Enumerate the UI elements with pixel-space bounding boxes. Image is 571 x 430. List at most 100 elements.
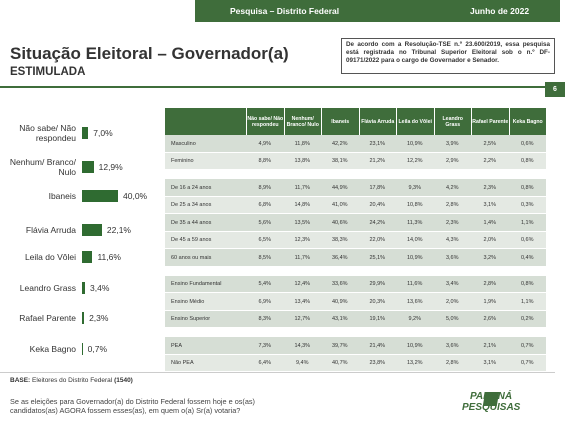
table-cell: 12,2%: [406, 158, 423, 165]
row-label: De 35 a 44 anos: [171, 219, 212, 226]
table-cell: 38,3%: [331, 237, 348, 244]
header-bar: [195, 0, 560, 22]
column-header: Nenhum/ Branco/ Nulo: [283, 108, 322, 135]
table-cell: 2,0%: [445, 298, 459, 305]
table-cell: 13,8%: [294, 158, 311, 165]
table-cell: 1,1%: [520, 219, 534, 226]
logo-line2: PESQUISAS: [462, 402, 521, 413]
header-survey: Pesquisa – Distrito Federal: [230, 6, 340, 16]
column-header: Flávia Arruda: [358, 108, 397, 135]
table-cell: 5,6%: [258, 219, 272, 226]
table-cell: 10,9%: [406, 342, 423, 349]
table-cell: 40,7%: [331, 360, 348, 367]
table-cell: 5,4%: [258, 281, 272, 288]
value-label: 11,6%: [97, 252, 121, 262]
table-cell: 1,1%: [520, 298, 534, 305]
category-label: Keka Bagno: [29, 344, 76, 354]
table-cell: 44,9%: [331, 184, 348, 191]
bar: [82, 224, 102, 236]
bar: [82, 282, 86, 294]
table-cell: 3,6%: [445, 254, 459, 261]
table-cell: 14,0%: [406, 237, 423, 244]
table-cell: 21,4%: [369, 342, 386, 349]
table-cell: 23,8%: [369, 360, 386, 367]
column-header: Keka Bagno: [508, 108, 547, 135]
table-cell: 0,8%: [520, 158, 534, 165]
bar: [82, 127, 89, 139]
row-bg: [165, 337, 546, 355]
table-cell: 1,4%: [483, 219, 497, 226]
table-cell: 12,4%: [294, 281, 311, 288]
row-bg: [165, 231, 546, 249]
table-cell: 0,2%: [520, 316, 534, 323]
bar-chart: Não sabe/ Não respondeu 7,0% Nenhum/ Branc…: [0, 0, 165, 380]
row-bg: [165, 196, 546, 214]
table-cell: 9,3%: [408, 184, 422, 191]
table-cell: 4,9%: [258, 140, 272, 147]
row-bg: [165, 249, 546, 267]
table-cell: 20,3%: [369, 298, 386, 305]
row-bg: [165, 135, 546, 153]
table-cell: 12,7%: [294, 316, 311, 323]
table-cell: 0,6%: [520, 237, 534, 244]
note: De acordo com a Resolução-TSE n.º 23.600…: [341, 38, 555, 74]
table-cell: 1,9%: [483, 298, 497, 305]
table-cell: 14,3%: [294, 342, 311, 349]
subtitle: ESTIMULADA: [10, 66, 86, 78]
row-label: Ensino Superior: [171, 316, 211, 323]
bar: [82, 161, 94, 173]
table-cell: 8,3%: [258, 316, 272, 323]
table-cell: 5,0%: [445, 316, 459, 323]
table-cell: 2,3%: [445, 219, 459, 226]
table-cell: 2,8%: [445, 360, 459, 367]
table-cell: 36,4%: [331, 254, 348, 261]
table-cell: 10,9%: [406, 140, 423, 147]
logo-line1: PARANÁ: [470, 391, 513, 402]
table-cell: 3,4%: [445, 281, 459, 288]
category-label: Flávia Arruda: [25, 225, 76, 235]
table-cell: 12,3%: [294, 237, 311, 244]
table-cell: 11,7%: [294, 254, 310, 261]
value-label: 40,0%: [123, 191, 148, 201]
table-cell: 11,8%: [294, 140, 310, 147]
table-cell: 0,7%: [520, 360, 534, 367]
row-label: Ensino Fundamental: [171, 281, 222, 288]
table-cell: 19,1%: [369, 316, 386, 323]
table-header-bg: [165, 108, 546, 135]
table-cell: 10,9%: [406, 254, 423, 261]
table-cell: 6,8%: [258, 202, 272, 209]
table-cell: 8,8%: [258, 158, 272, 165]
table-cell: 22,0%: [369, 237, 386, 244]
table-cell: 4,2%: [445, 184, 459, 191]
row-bg: [165, 275, 546, 293]
table-cell: 2,0%: [483, 237, 497, 244]
table-cell: 3,6%: [445, 342, 459, 349]
table-cell: 2,1%: [483, 342, 497, 349]
table-cell: 0,3%: [520, 202, 534, 209]
table-cell: 24,2%: [369, 219, 386, 226]
row-bg: [165, 214, 546, 232]
row-bg: [165, 179, 546, 197]
category-label: Não sabe/ Não respondeu: [19, 123, 76, 143]
table-cell: 2,8%: [483, 281, 497, 288]
table-cell: 42,2%: [331, 140, 348, 147]
table-cell: 0,4%: [520, 254, 534, 261]
value-label: 7,0%: [93, 128, 113, 138]
category-label: Ibaneis: [48, 191, 76, 201]
table-cell: 9,2%: [408, 316, 422, 323]
row-label: De 45 a 59 anos: [171, 237, 212, 244]
table-cell: 11,3%: [407, 219, 423, 226]
table-cell: 2,5%: [483, 140, 497, 147]
column-header: Leila do Vôlei: [396, 108, 434, 135]
base-count: (1540): [114, 377, 133, 384]
page-number: 6: [545, 82, 565, 97]
row-label: Feminino: [171, 158, 194, 165]
value-label: 3,4%: [90, 283, 110, 293]
column-header: Ibaneis: [321, 108, 359, 135]
table-cell: 6,4%: [258, 360, 272, 367]
table-cell: 43,1%: [331, 316, 348, 323]
table-cell: 3,1%: [483, 360, 497, 367]
bar: [82, 190, 118, 202]
value-label: 2,3%: [89, 313, 109, 323]
